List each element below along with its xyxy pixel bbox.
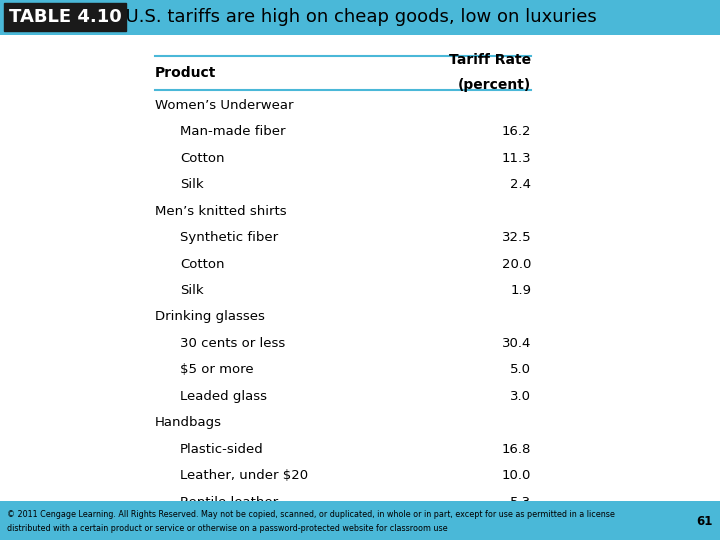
Text: 10.0: 10.0 [502, 469, 531, 482]
Text: 11.3: 11.3 [502, 152, 531, 165]
Text: U.S. tariffs are high on cheap goods, low on luxuries: U.S. tariffs are high on cheap goods, lo… [114, 8, 596, 26]
Text: 2.4: 2.4 [510, 178, 531, 191]
Text: Silk: Silk [180, 284, 204, 297]
Text: (percent): (percent) [458, 78, 531, 92]
Text: Reptile leather: Reptile leather [180, 496, 278, 509]
Text: 5.3: 5.3 [510, 496, 531, 509]
Text: 20.0: 20.0 [502, 258, 531, 271]
Text: © 2011 Cengage Learning. All Rights Reserved. May not be copied, scanned, or dup: © 2011 Cengage Learning. All Rights Rese… [7, 510, 615, 518]
Text: Handbags: Handbags [155, 416, 222, 429]
Text: Silk: Silk [180, 178, 204, 191]
Text: Drinking glasses: Drinking glasses [155, 310, 265, 323]
Text: Leaded glass: Leaded glass [180, 390, 267, 403]
Text: Synthetic fiber: Synthetic fiber [180, 231, 278, 244]
Text: 30 cents or less: 30 cents or less [180, 337, 285, 350]
Text: $5 or more: $5 or more [180, 363, 253, 376]
Text: Women’s Underwear: Women’s Underwear [155, 99, 293, 112]
Text: 32.5: 32.5 [502, 231, 531, 244]
Text: Cotton: Cotton [180, 152, 225, 165]
Text: 16.8: 16.8 [502, 443, 531, 456]
Text: 3.0: 3.0 [510, 390, 531, 403]
Text: 5.0: 5.0 [510, 363, 531, 376]
Text: TABLE 4.10: TABLE 4.10 [9, 8, 122, 26]
Text: Product: Product [155, 66, 216, 80]
Text: distributed with a certain product or service or otherwise on a password-protect: distributed with a certain product or se… [7, 524, 448, 532]
Text: Man-made fiber: Man-made fiber [180, 125, 286, 138]
Text: 30.4: 30.4 [502, 337, 531, 350]
FancyBboxPatch shape [0, 0, 720, 35]
Text: Cotton: Cotton [180, 258, 225, 271]
Text: 61: 61 [696, 515, 713, 528]
Text: Men’s knitted shirts: Men’s knitted shirts [155, 205, 287, 218]
Text: 1.9: 1.9 [510, 284, 531, 297]
Text: 16.2: 16.2 [502, 125, 531, 138]
Text: Tariff Rate: Tariff Rate [449, 53, 531, 67]
Text: Leather, under $20: Leather, under $20 [180, 469, 308, 482]
Text: Plastic-sided: Plastic-sided [180, 443, 264, 456]
FancyBboxPatch shape [0, 501, 720, 540]
